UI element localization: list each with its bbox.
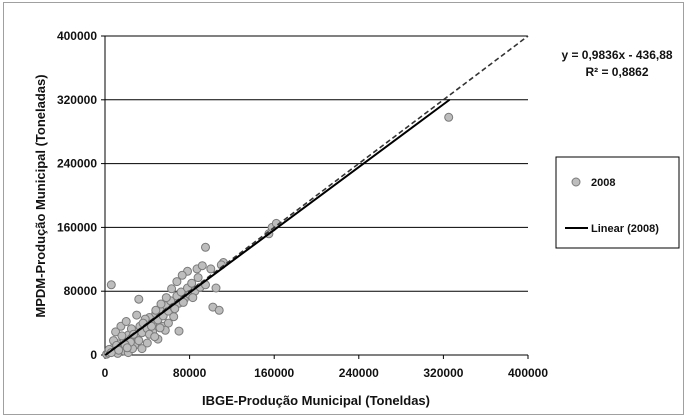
linear-trendline: [104, 98, 451, 356]
x-tick-label-5: 400000: [508, 366, 548, 380]
data-point-50: [121, 317, 131, 326]
data-point-79: [134, 336, 144, 346]
data-point-68: [172, 277, 182, 287]
data-point-51: [132, 310, 142, 320]
data-point-44: [211, 283, 221, 293]
data-point-49: [111, 327, 121, 337]
legend-marker-2008: [571, 177, 581, 187]
data-point-66: [161, 293, 171, 303]
data-point-76: [444, 112, 454, 122]
y-tick-label-3: 240000: [57, 157, 97, 171]
r-squared-label: R² = 0,8862: [585, 65, 648, 79]
grid-lines: [105, 35, 528, 292]
y-tick-label-5: 400000: [57, 29, 97, 43]
legend-label-2008: 2008: [591, 177, 615, 189]
x-axis-title: IBGE-Produção Municipal (Toneldas): [202, 393, 430, 408]
data-point-87: [147, 321, 156, 331]
scatter-points: [102, 112, 454, 359]
y-tick-labels: 0 80000 160000 240000 320000 400000: [57, 29, 105, 362]
data-point-67: [167, 284, 177, 294]
data-point-59: [137, 344, 147, 354]
x-tick-label-2: 160000: [254, 366, 294, 380]
data-point-88: [155, 323, 165, 333]
data-point-40: [174, 326, 184, 336]
y-tick-label-4: 320000: [57, 93, 97, 107]
x-tick-label-4: 320000: [423, 366, 463, 380]
data-point-70: [197, 261, 207, 271]
data-point-98: [122, 343, 132, 353]
data-point-33: [187, 278, 197, 288]
data-point-39: [201, 242, 210, 252]
data-point-69: [177, 270, 187, 280]
data-point-81: [150, 332, 160, 342]
data-point-91: [188, 293, 198, 303]
y-tick-label-0: 0: [90, 348, 97, 362]
data-point-63: [142, 338, 152, 348]
data-point-37: [106, 280, 116, 290]
regression-equation: y = 0,9836x - 436,88: [561, 48, 672, 62]
y-tick-label-2: 160000: [57, 220, 97, 234]
y-tick-label-1: 80000: [64, 284, 98, 298]
x-tick-label-1: 80000: [173, 366, 207, 380]
data-point-45: [214, 305, 224, 315]
data-point-35: [193, 273, 203, 283]
legend: 2008 Linear (2008): [555, 156, 680, 249]
data-point-57: [169, 312, 179, 322]
legend-box: [555, 156, 680, 249]
data-point-29: [176, 287, 186, 297]
axes: [104, 36, 528, 356]
data-point-65: [156, 299, 166, 309]
y-axis-title: MPDM-Produção Municipal (Toneladas): [33, 74, 48, 317]
x-tick-label-3: 240000: [339, 366, 379, 380]
data-point-71: [206, 264, 216, 274]
legend-label-linear: Linear (2008): [591, 223, 659, 235]
data-point-64: [151, 305, 161, 315]
regression-lines: [104, 35, 529, 356]
data-point-38: [134, 294, 144, 304]
x-tick-label-0: 0: [102, 366, 109, 380]
data-point-84: [117, 331, 127, 341]
x-tick-labels: 0 80000 160000 240000 320000 400000: [102, 355, 548, 380]
